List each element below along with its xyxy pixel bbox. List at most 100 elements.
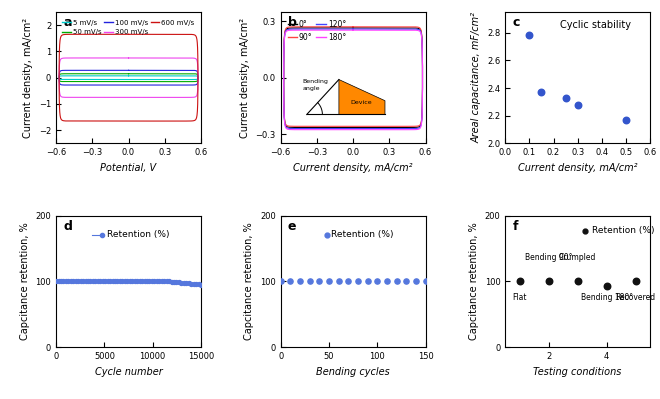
Point <box>630 278 641 284</box>
Point <box>536 89 546 95</box>
X-axis label: Potential, V: Potential, V <box>100 163 156 173</box>
Point <box>183 280 194 286</box>
Legend: 0°, 90°, 120°, 180°: 0°, 90°, 120°, 180° <box>284 17 349 45</box>
Point <box>68 278 79 284</box>
Point <box>144 278 154 284</box>
Text: Retention (%): Retention (%) <box>107 230 170 239</box>
Point <box>147 278 157 284</box>
Point <box>178 280 189 286</box>
Point <box>112 278 123 284</box>
X-axis label: Cycle number: Cycle number <box>94 367 162 377</box>
Point <box>63 278 74 284</box>
Y-axis label: Current density, mA/cm²: Current density, mA/cm² <box>240 18 250 138</box>
Point <box>161 278 172 284</box>
Point <box>90 278 101 284</box>
Point <box>411 278 421 284</box>
Point <box>164 278 174 284</box>
Point <box>149 278 160 284</box>
Point <box>543 278 554 284</box>
Point <box>73 278 83 284</box>
Text: Cyclic stability: Cyclic stability <box>560 20 631 30</box>
Point <box>82 278 93 284</box>
Point <box>572 278 583 284</box>
Point <box>137 278 147 284</box>
Point <box>181 280 191 286</box>
Point <box>295 278 306 284</box>
Point <box>129 278 140 284</box>
Point <box>110 278 120 284</box>
Point <box>88 278 98 284</box>
Point <box>381 278 392 284</box>
Point <box>323 278 334 284</box>
Point <box>285 278 296 284</box>
Point <box>169 279 180 285</box>
Point <box>560 95 571 102</box>
Point <box>193 281 204 288</box>
Point <box>333 278 344 284</box>
Text: c: c <box>512 16 520 29</box>
Point <box>514 278 525 284</box>
Point <box>188 281 199 287</box>
Point <box>171 279 182 285</box>
Point <box>196 282 207 288</box>
Legend: 5 mV/s, 50 mV/s, 100 mV/s, 300 mV/s, 600 mV/s: 5 mV/s, 50 mV/s, 100 mV/s, 300 mV/s, 600… <box>59 17 197 38</box>
Point <box>524 32 535 39</box>
Point <box>601 283 612 289</box>
Point <box>119 278 130 284</box>
Point <box>186 280 197 287</box>
Point <box>85 278 96 284</box>
Point <box>620 117 631 123</box>
Point <box>108 278 118 284</box>
Point <box>92 278 103 284</box>
Point <box>572 101 583 108</box>
Text: Recovered: Recovered <box>616 293 655 302</box>
Point <box>78 278 88 284</box>
Point <box>125 278 135 284</box>
Text: e: e <box>288 219 296 233</box>
Point <box>98 278 108 284</box>
Point <box>58 278 69 284</box>
Text: Flat: Flat <box>512 293 527 302</box>
Point <box>55 278 66 284</box>
Point <box>102 278 113 284</box>
Point <box>134 278 145 284</box>
Point <box>156 278 167 284</box>
Point <box>65 278 76 284</box>
Point <box>154 278 164 284</box>
Y-axis label: Capcitance retention, %: Capcitance retention, % <box>469 223 479 340</box>
Y-axis label: Areal capacitance, mF/cm²: Areal capacitance, mF/cm² <box>471 12 482 143</box>
Point <box>81 278 91 284</box>
Text: Bending 90°: Bending 90° <box>525 253 572 262</box>
Point <box>75 278 86 284</box>
X-axis label: Testing conditions: Testing conditions <box>533 367 622 377</box>
Point <box>304 278 315 284</box>
Text: b: b <box>288 16 297 29</box>
Point <box>391 278 402 284</box>
Point <box>275 278 286 284</box>
Point <box>159 278 170 284</box>
X-axis label: Current density, mA/cm²: Current density, mA/cm² <box>518 163 638 173</box>
Point <box>122 278 133 284</box>
Point <box>71 278 81 284</box>
Text: f: f <box>512 219 518 233</box>
X-axis label: Current density, mA/cm²: Current density, mA/cm² <box>293 163 413 173</box>
Point <box>401 278 411 284</box>
Point <box>166 279 177 285</box>
Point <box>139 278 150 284</box>
Text: Bending 180°: Bending 180° <box>581 293 633 302</box>
Point <box>352 278 363 284</box>
Point <box>61 278 71 284</box>
Point <box>51 278 61 284</box>
Point <box>105 278 115 284</box>
Point <box>95 278 106 284</box>
Point <box>191 281 201 287</box>
Text: a: a <box>63 16 72 29</box>
Point <box>53 278 64 284</box>
X-axis label: Bending cycles: Bending cycles <box>316 367 390 377</box>
Point <box>100 278 110 284</box>
Point <box>132 278 143 284</box>
Point <box>176 279 187 286</box>
Point <box>115 278 125 284</box>
Point <box>142 278 152 284</box>
Point <box>420 278 431 284</box>
